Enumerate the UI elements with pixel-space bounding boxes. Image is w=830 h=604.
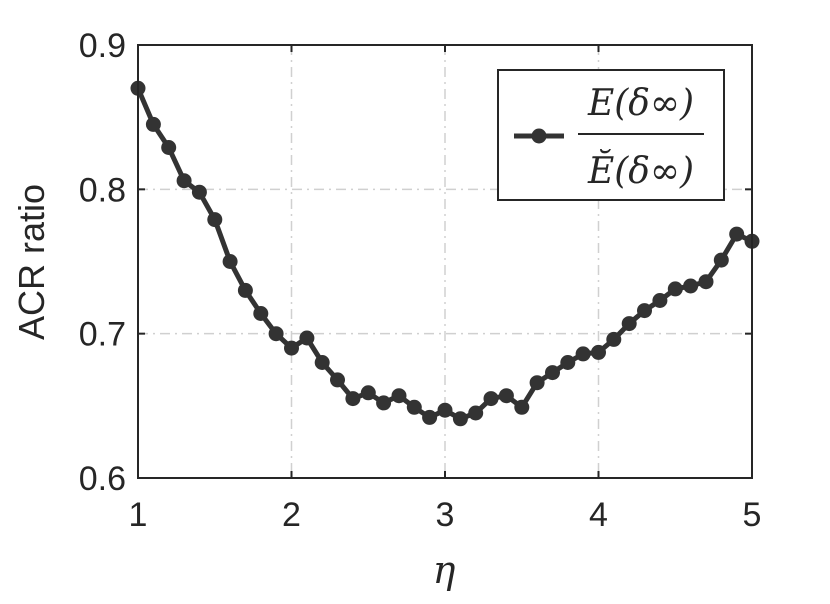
data-point [713,252,729,268]
data-point [468,405,484,421]
data-point [376,395,392,411]
data-point [591,344,606,360]
data-point [437,402,453,418]
data-point [314,355,330,370]
x-tick-label: 2 [282,496,301,534]
data-point [145,116,161,132]
legend: E(δ∞) Ĕ(δ∞) [497,69,725,201]
data-point [284,340,299,356]
data-point [237,282,253,298]
x-axis-label: η [433,548,456,592]
data-point [667,281,683,297]
tick-labels: 1 2 3 4 5 0.6 0.7 0.8 0.9 [79,27,762,534]
data-point [652,293,668,308]
data-point [299,330,315,346]
data-point [514,399,530,415]
data-point [683,278,699,294]
y-tick-label: 0.6 [79,460,126,498]
legend-numerator: E(δ∞) [587,83,694,124]
x-tick-label: 5 [743,496,762,534]
data-point [330,372,345,388]
series-group [130,80,760,427]
data-point [483,391,499,407]
data-point [575,346,591,362]
y-axis-label: ACR ratio [11,184,52,340]
plot-frame [137,44,753,479]
data-point [698,274,714,290]
x-tick-label: 1 [129,496,148,534]
data-point [253,306,269,321]
y-tick-label: 0.9 [79,27,126,65]
legend-denominator: Ĕ(δ∞) [587,150,694,192]
data-point [360,385,376,401]
data-point [207,212,223,228]
data-point [422,409,438,425]
y-tick-label: 0.7 [79,316,126,354]
data-point [560,355,576,370]
legend-marker-sample [531,128,547,144]
data-point [545,365,560,381]
data-point [729,226,745,242]
data-point [406,399,422,415]
data-point [191,184,207,200]
data-point [161,140,177,155]
data-point [222,254,238,269]
x-tick-label: 4 [589,496,608,534]
data-point [498,388,514,404]
data-point [176,173,192,189]
data-point [391,388,407,404]
data-point [637,303,652,319]
data-point [452,411,468,427]
data-point [345,391,361,407]
y-tick-label: 0.8 [79,171,126,209]
data-point [621,316,637,332]
x-tick-label: 3 [436,496,455,534]
data-point [529,375,545,391]
data-point [606,331,622,347]
data-point [268,326,284,342]
